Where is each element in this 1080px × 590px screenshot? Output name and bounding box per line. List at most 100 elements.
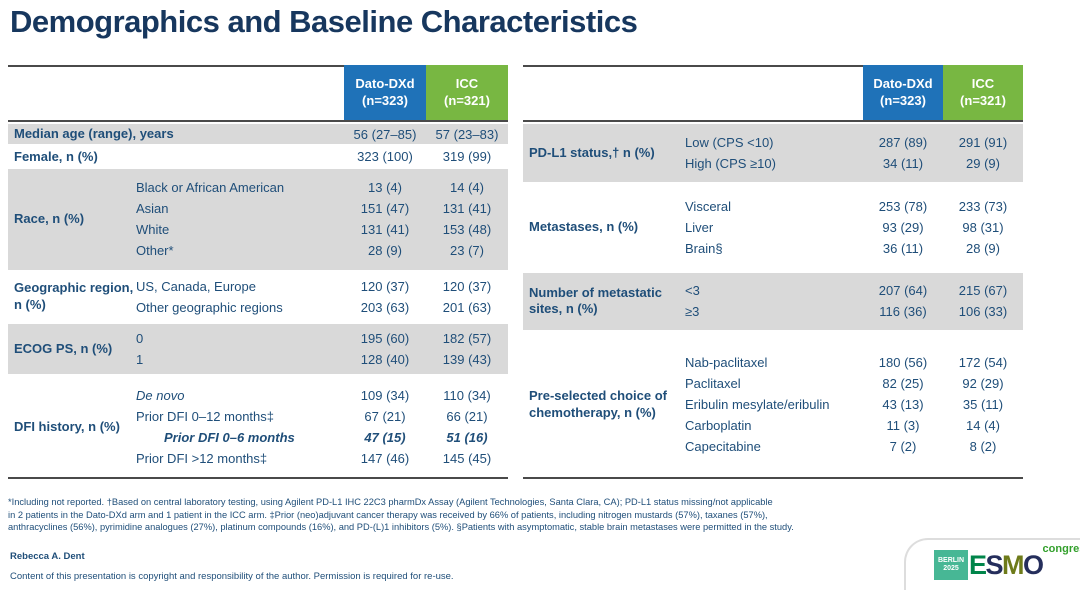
- row-label: Pre-selected choice of chemotherapy, n (…: [529, 388, 667, 420]
- row-group-lines: <3 207 (64) 215 (67) ≥3 116 (36) 106 (33): [685, 273, 1023, 331]
- value-dato-dxd: 93 (29): [882, 219, 924, 235]
- row-sublabel: High (CPS ≥10): [685, 155, 776, 171]
- table-line: High (CPS ≥10) 34 (11) 29 (9): [685, 153, 1023, 174]
- row-sublabel: 0: [136, 331, 144, 347]
- value-dato-dxd: 253 (78): [878, 198, 928, 214]
- col-header-dato-dxd: Dato-DXd (n=323): [344, 65, 426, 120]
- table-line: ≥3 116 (36) 106 (33): [685, 301, 1023, 322]
- row-sublabel: <3: [685, 283, 700, 299]
- demographics-table-right: Dato-DXd (n=323) ICC (n=321) PD-L1 status,† …: [523, 65, 1023, 479]
- table-line: <3 207 (64) 215 (67): [685, 280, 1023, 301]
- value-icc: 8 (2): [969, 439, 997, 455]
- table-row-group: PD-L1 status,† n (%) Low (CPS <10) 287 (89…: [523, 124, 1023, 182]
- presenter-name: Rebecca A. Dent: [10, 551, 85, 562]
- row-sublabel: US, Canada, Europe: [136, 278, 256, 294]
- row-sublabel: Eribulin mesylate/eribulin: [685, 397, 830, 413]
- row-sublabel: Liver: [685, 219, 714, 235]
- table-header-row: Dato-DXd (n=323) ICC (n=321): [523, 65, 1023, 122]
- value-icc: 66 (21): [446, 408, 488, 424]
- value-icc: 233 (73): [958, 198, 1008, 214]
- arm-n: (n=323): [880, 92, 926, 108]
- footnote-line: in 2 patients in the Dato-DXd arm and 1 …: [8, 509, 768, 520]
- table-line: Nab-paclitaxel 180 (56) 172 (54): [685, 352, 1023, 373]
- row-group-lines: Low (CPS <10) 287 (89) 291 (91) High (CPS ≥…: [685, 124, 1023, 182]
- table-line: Prior DFI >12 months‡ 147 (46) 145 (45): [136, 448, 508, 469]
- table-line: Prior DFI 0–12 months‡ 67 (21) 66 (21): [136, 406, 508, 427]
- value-icc: 153 (48): [442, 222, 492, 238]
- value-dato-dxd: 109 (34): [360, 387, 410, 403]
- value-dato-dxd: 151 (47): [360, 201, 410, 217]
- value-dato-dxd: 147 (46): [360, 450, 410, 466]
- esmo-congress-logo: BERLIN 2025 ESMO congress: [904, 538, 1080, 590]
- value-icc: 110 (34): [443, 387, 491, 403]
- table-row-group: Metastases, n (%) Visceral 253 (78) 233 (73…: [523, 184, 1023, 271]
- value-dato-dxd: 120 (37): [360, 278, 410, 294]
- row-sublabel: 1: [136, 352, 144, 368]
- row-group-lines: Black or African American 13 (4) 14 (4) Asi…: [136, 169, 508, 270]
- row-sublabel: Paclitaxel: [685, 376, 741, 392]
- table-line: US, Canada, Europe 120 (37) 120 (37): [136, 276, 508, 297]
- row-sublabel: Brain§: [685, 240, 723, 256]
- arm-name: ICC: [455, 76, 479, 92]
- table-header-row: Dato-DXd (n=323) ICC (n=321): [8, 65, 508, 122]
- row-sublabel: Low (CPS <10): [685, 134, 774, 150]
- esmo-letter: M: [1002, 549, 1025, 580]
- value-dato-dxd: 7 (2): [889, 439, 917, 455]
- value-dato-dxd: 203 (63): [360, 299, 410, 315]
- row-label: Median age (range), years: [14, 126, 174, 142]
- value-icc: 14 (4): [966, 418, 1000, 434]
- row-group-lines: De novo 109 (34) 110 (34) Prior DFI 0–12 mo…: [136, 376, 508, 477]
- table-body: PD-L1 status,† n (%) Low (CPS <10) 287 (89…: [523, 122, 1023, 479]
- value-icc: 57 (23–83): [435, 126, 499, 142]
- arm-n: (n=321): [444, 92, 490, 108]
- badge-year: 2025: [943, 565, 959, 572]
- table-row-group: Pre-selected choice of chemotherapy, n (…: [523, 332, 1023, 477]
- value-icc: 139 (43): [442, 352, 492, 368]
- value-dato-dxd: 67 (21): [364, 408, 406, 424]
- value-dato-dxd: 207 (64): [878, 283, 928, 299]
- value-icc: 120 (37): [442, 278, 492, 294]
- row-sublabel: Asian: [136, 201, 169, 217]
- row-sublabel: ≥3: [685, 304, 700, 320]
- value-icc: 106 (33): [958, 304, 1008, 320]
- esmo-letter: S: [985, 549, 1004, 580]
- esmo-letter: O: [1023, 549, 1044, 580]
- value-icc: 51 (16): [446, 429, 488, 445]
- table-line: Visceral 253 (78) 233 (73): [685, 196, 1023, 217]
- value-dato-dxd: 34 (11): [882, 155, 924, 171]
- table-line: Low (CPS <10) 287 (89) 291 (91): [685, 132, 1023, 153]
- value-dato-dxd: 43 (13): [882, 397, 924, 413]
- footnote-line: *Including not reported. †Based on centr…: [8, 497, 773, 507]
- table-line: Prior DFI 0–6 months 47 (15) 51 (16): [136, 427, 508, 448]
- table-row-group: Female, n (%) 323 (100) 319 (99): [8, 146, 508, 166]
- table-row-group: ECOG PS, n (%) 0 195 (60) 182 (57) 1 128 (40)…: [8, 323, 508, 375]
- row-group-lines: US, Canada, Europe 120 (37) 120 (37) Other …: [136, 272, 508, 322]
- table-corner-spacer: [8, 65, 344, 120]
- row-sublabel: White: [136, 222, 170, 238]
- table-line: 0 195 (60) 182 (57): [136, 328, 508, 349]
- table-line: Asian 151 (47) 131 (41): [136, 198, 508, 219]
- arm-name: Dato-DXd: [873, 76, 933, 92]
- arm-n: (n=323): [362, 92, 408, 108]
- value-icc: 131 (41): [442, 201, 492, 217]
- arm-n: (n=321): [960, 92, 1006, 108]
- value-dato-dxd: 287 (89): [878, 134, 928, 150]
- value-icc: 172 (54): [958, 355, 1008, 371]
- copyright-notice: Content of this presentation is copyrigh…: [10, 571, 454, 582]
- value-dato-dxd: 195 (60): [360, 331, 410, 347]
- esmo-wordmark: ESMO: [969, 549, 1044, 580]
- value-dato-dxd: 56 (27–85): [353, 126, 417, 142]
- value-dato-dxd: 323 (100): [357, 149, 413, 165]
- table-row-group: Race, n (%) Black or African American 13 (…: [8, 168, 508, 270]
- table-line: Other* 28 (9) 23 (7): [136, 240, 508, 261]
- value-dato-dxd: 131 (41): [360, 222, 410, 238]
- value-dato-dxd: 82 (25): [882, 376, 924, 392]
- value-icc: 23 (7): [450, 243, 484, 259]
- row-sublabel: Carboplatin: [685, 418, 752, 434]
- row-sublabel: Capecitabine: [685, 439, 761, 455]
- value-dato-dxd: 36 (11): [882, 240, 924, 256]
- row-sublabel: Other geographic regions: [136, 299, 283, 315]
- table-corner-spacer: [523, 65, 863, 120]
- footnotes: *Including not reported. †Based on centr…: [8, 496, 1073, 534]
